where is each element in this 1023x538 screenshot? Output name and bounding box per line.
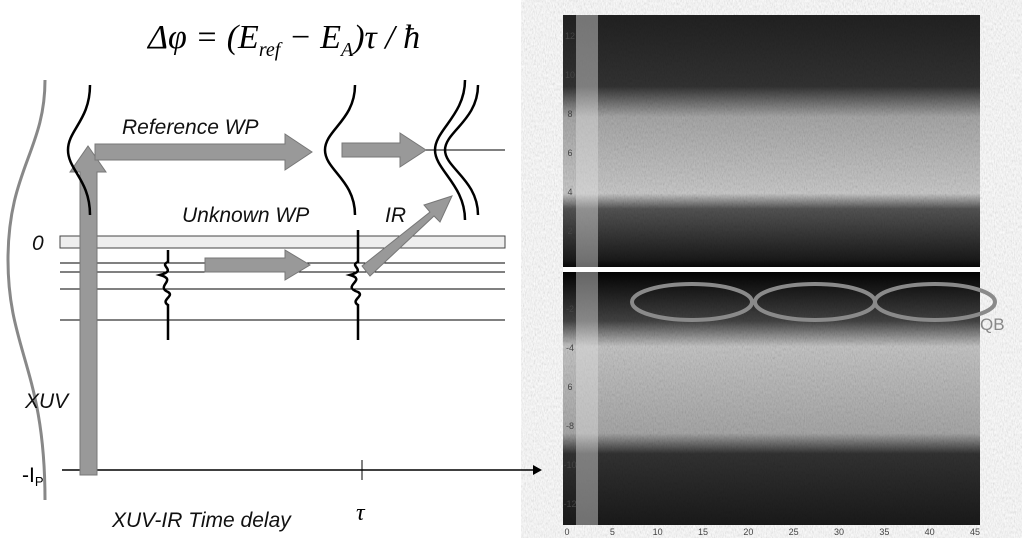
formula-part: − E [280,19,341,56]
y-tick-label: 8 [567,109,572,119]
label: Reference WP [122,116,259,139]
qb-label: QB [980,315,1005,334]
y-tick-label: -10 [563,460,576,470]
x-tick-label: 0 [564,527,569,537]
formula-sub: ref [259,39,283,61]
y-tick-label: 6 [567,382,572,392]
wave-packet [443,84,480,216]
unknown-arrow [204,249,311,281]
y-tick-label: 2 [567,226,572,236]
diagram: Reference WP Unknown WP IR 0 XUV -IP XUV… [6,79,542,532]
y-tick-label: 12 [565,31,575,41]
qb-ellipse [630,282,754,322]
y-tick-label: -2 [566,304,574,314]
arrow [341,132,427,168]
label-part: -I [22,464,35,487]
wave-packet [66,84,92,216]
y-tick-label: 10 [565,70,575,80]
wave-packet [433,79,467,221]
reference-arrow [94,133,313,171]
unknown-packet [155,250,172,340]
unknown-packet [345,230,362,340]
qb-ellipse [873,282,997,322]
label: -IP [22,464,44,489]
x-tick-label: 25 [789,527,799,537]
axis-arrow [533,465,542,475]
formula: Δφ = (Eref − EA)τ / ħ [146,19,420,61]
label: XUV [24,390,70,413]
y-tick-label: -8 [566,421,574,431]
x-tick-label: 30 [834,527,844,537]
label: IR [385,204,406,227]
y-tick-label: -4 [566,343,574,353]
zero-line [563,267,980,272]
x-tick-label: 35 [879,527,889,537]
x-tick-label: 45 [970,527,980,537]
wave-packet [323,84,357,216]
formula-part: )τ / ħ [351,19,420,56]
label-sub: P [35,474,44,489]
x-tick-label: 20 [743,527,753,537]
spectrogram: QB [563,15,1005,525]
label: 0 [32,232,44,255]
label: Unknown WP [182,204,309,227]
y-tick-label: 4 [567,187,572,197]
xuv-spectrum [6,79,47,501]
y-tick-label: 6 [567,148,572,158]
label: XUV-IR Time delay [111,509,292,532]
label: τ [356,500,366,526]
qb-ellipses [630,282,997,322]
continuum-level [59,235,506,249]
x-tick-label: 40 [925,527,935,537]
x-tick-label: 10 [653,527,663,537]
y-tick-label: -12 [563,499,576,509]
formula-sub: A [339,39,354,61]
x-tick-label: 15 [698,527,708,537]
x-tick-label: 5 [610,527,615,537]
ir-arrow [361,195,453,277]
formula-part: Δφ = (E [146,19,259,56]
